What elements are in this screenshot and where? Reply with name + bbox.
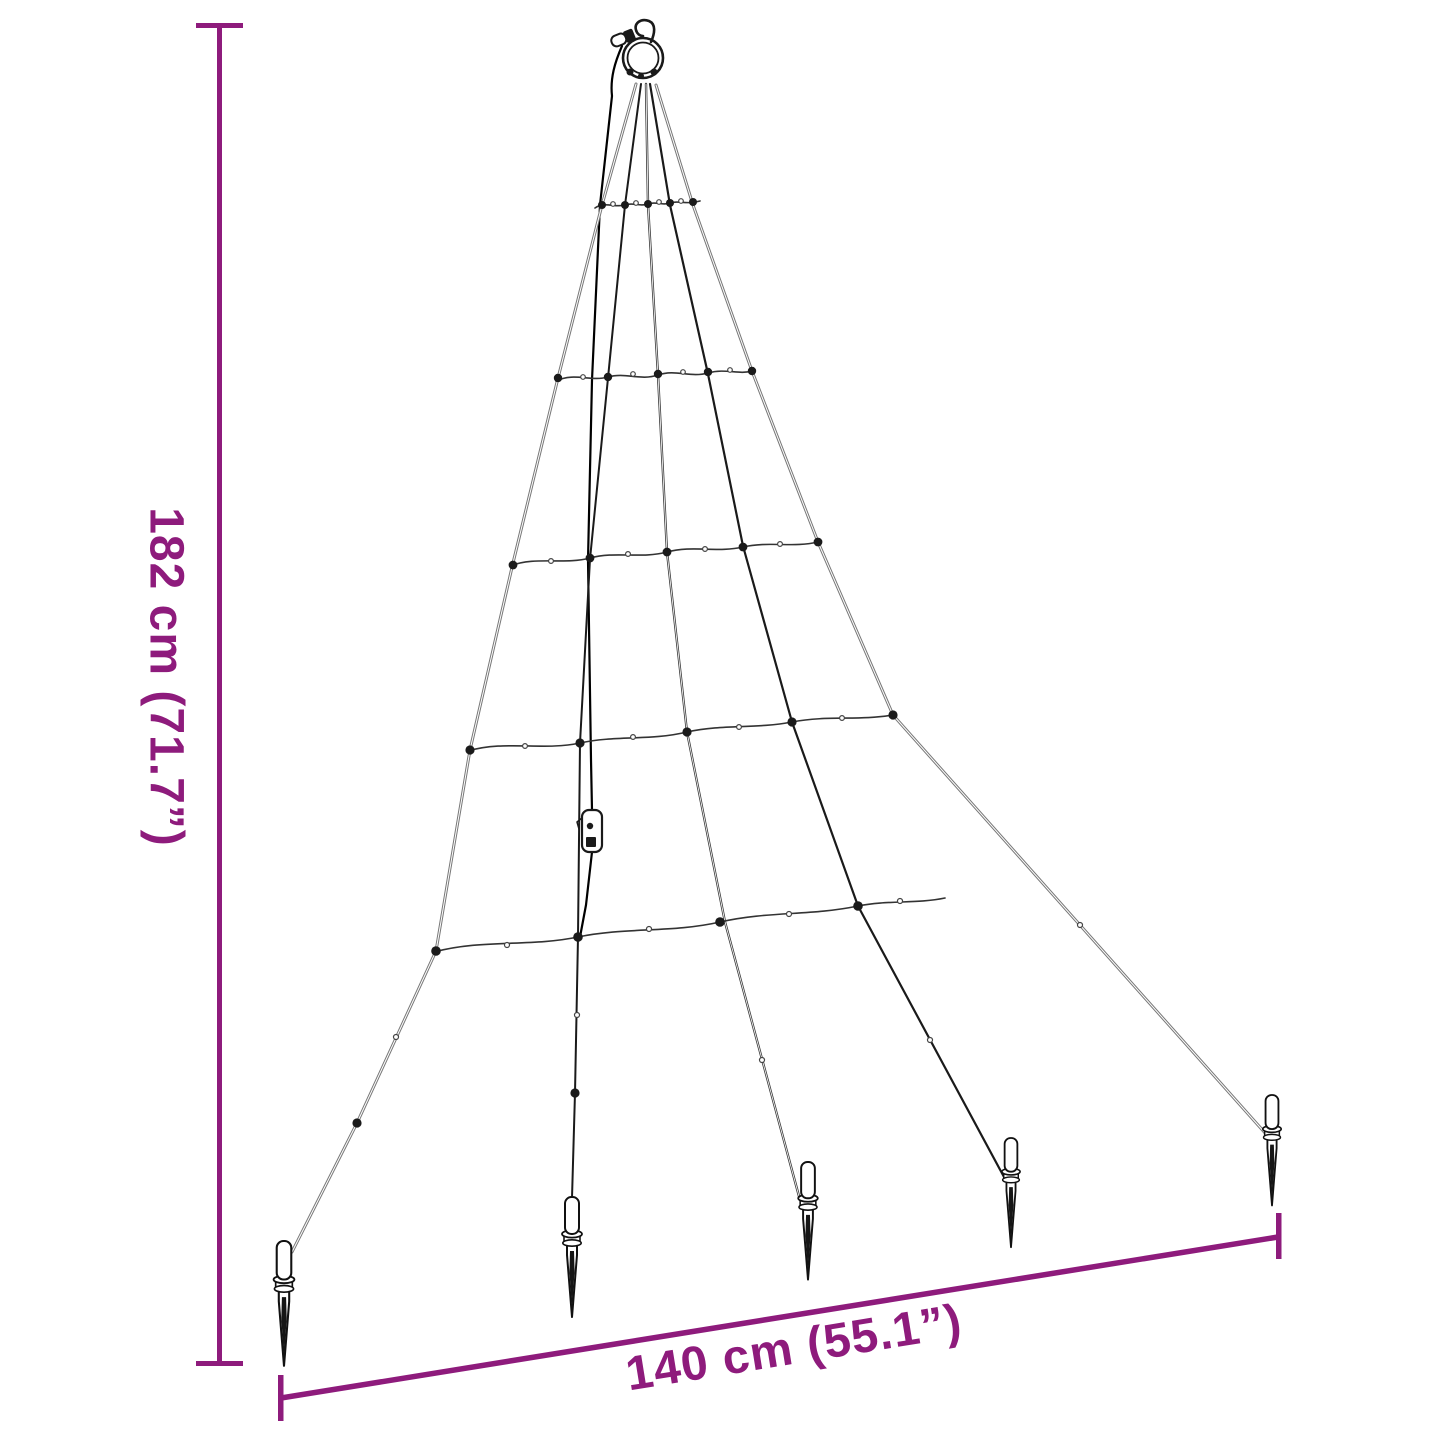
light-string-5 <box>654 83 1268 1136</box>
height-dimension-label: 182 cm (71.7”) <box>139 507 193 847</box>
power-plug-icon <box>610 28 636 48</box>
cross-wire-level-4 <box>467 714 894 752</box>
light-string-2 <box>571 83 642 1199</box>
ground-stake-1 <box>272 1239 296 1367</box>
ground-stake-5 <box>1261 1094 1283 1207</box>
wire-knots <box>352 68 898 1128</box>
width-dimension-line <box>278 1213 1282 1421</box>
ring-inner <box>626 41 660 75</box>
light-string-3 <box>644 82 802 1202</box>
width-dim-line <box>280 1234 1279 1401</box>
ground-stake-2 <box>561 1196 583 1318</box>
cross-wire-level-5 <box>433 897 946 953</box>
power-cord <box>578 44 624 939</box>
ground-stake-4 <box>1000 1137 1022 1249</box>
height-dimension-line <box>196 23 243 1366</box>
light-string-4 <box>648 82 1006 1179</box>
height-dim-bottom-tick <box>196 1361 243 1366</box>
light-net <box>272 18 1283 1367</box>
height-dim-line <box>217 23 222 1366</box>
light-strings <box>290 82 1268 1254</box>
hook-loop-icon <box>634 18 656 44</box>
light-string-1-highlight <box>291 83 637 1253</box>
ground-stake-3 <box>797 1161 819 1281</box>
width-dim-right-tick <box>1276 1213 1282 1259</box>
light-string-3-highlight <box>645 83 801 1201</box>
width-dim-left-tick <box>278 1375 284 1421</box>
led-bulbs <box>392 198 1084 1064</box>
controller-box-icon <box>576 808 604 854</box>
light-string-5-highlight <box>655 84 1267 1135</box>
